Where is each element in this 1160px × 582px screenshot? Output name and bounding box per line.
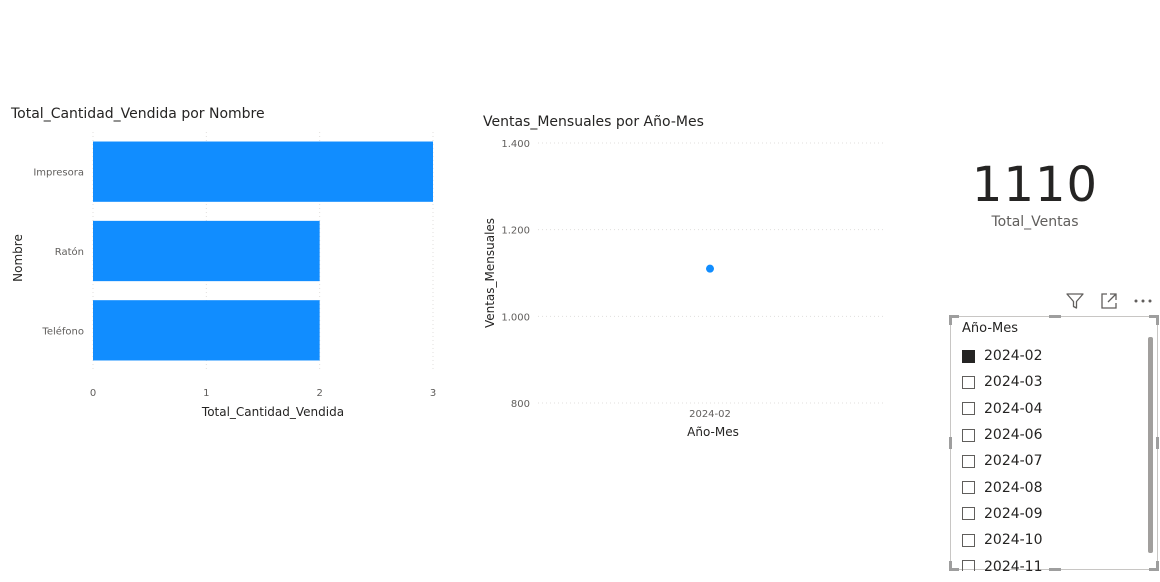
slicer-item[interactable]: 2024-04 bbox=[962, 396, 1142, 422]
slicer-item[interactable]: 2024-09 bbox=[962, 501, 1142, 527]
resize-handle-tr[interactable] bbox=[1149, 315, 1159, 318]
x-tick-label: 2024-02 bbox=[689, 409, 731, 420]
bar-chart-svg: 0 1 2 3 Impresora Ratón Teléfono Total_Cantidad… bbox=[11, 132, 436, 419]
y-tick-label: 1.200 bbox=[501, 226, 530, 237]
slicer-item-label: 2024-06 bbox=[984, 427, 1043, 444]
focus-mode-icon bbox=[1101, 293, 1117, 309]
slicer-checkbox[interactable] bbox=[962, 402, 975, 416]
slicer-item-label: 2024-09 bbox=[984, 505, 1043, 522]
resize-handle-br[interactable] bbox=[1149, 568, 1159, 571]
more-options-button[interactable] bbox=[1132, 290, 1154, 312]
bar bbox=[93, 220, 320, 282]
y-axis-title: Nombre bbox=[11, 234, 25, 282]
resize-handle-right[interactable] bbox=[1156, 437, 1159, 449]
resize-handle-bottom[interactable] bbox=[1049, 568, 1061, 571]
line-chart-title: Ventas_Mensuales por Año-Mes bbox=[483, 114, 704, 130]
slicer-item[interactable]: 2024-08 bbox=[962, 474, 1142, 500]
slicer-item-label: 2024-07 bbox=[984, 453, 1043, 470]
slicer-item-label: 2024-04 bbox=[984, 400, 1043, 417]
filter-icon bbox=[1066, 293, 1084, 309]
x-tick-label: 1 bbox=[203, 388, 209, 399]
slicer-item-label: 2024-08 bbox=[984, 479, 1043, 496]
y-tick-label: 1.000 bbox=[501, 312, 530, 323]
resize-handle-bl-v[interactable] bbox=[949, 561, 952, 571]
slicer-item[interactable]: 2024-07 bbox=[962, 448, 1142, 474]
slicer-header: Año-Mes bbox=[962, 321, 1019, 336]
y-axis-title: Ventas_Mensuales bbox=[483, 218, 497, 328]
focus-mode-button[interactable] bbox=[1098, 290, 1120, 312]
resize-handle-tl-v[interactable] bbox=[949, 315, 952, 325]
slicer-scrollbar[interactable] bbox=[1148, 337, 1153, 553]
slicer-list: 2024-02 2024-03 2024-04 2024-06 2024-07 2024-… bbox=[962, 343, 1142, 571]
resize-handle-br-v[interactable] bbox=[1156, 561, 1159, 571]
card-label: Total_Ventas bbox=[991, 214, 1079, 230]
ano-mes-slicer[interactable]: Año-Mes 2024-02 2024-03 2024-04 2024-06 2024… bbox=[949, 315, 1159, 571]
slicer-item[interactable]: 2024-03 bbox=[962, 369, 1142, 395]
slicer-item[interactable]: 2024-06 bbox=[962, 422, 1142, 448]
y-category-label: Teléfono bbox=[41, 325, 84, 337]
data-point bbox=[706, 264, 714, 273]
slicer-checkbox[interactable] bbox=[962, 507, 975, 521]
resize-handle-tr-v[interactable] bbox=[1156, 315, 1159, 325]
bar bbox=[93, 141, 433, 202]
card-value: 1110 bbox=[971, 157, 1099, 213]
bar bbox=[93, 300, 320, 361]
resize-handle-bl[interactable] bbox=[949, 568, 959, 571]
kpi-card[interactable]: 1110 Total_Ventas bbox=[960, 150, 1110, 240]
slicer-checkbox[interactable] bbox=[962, 454, 975, 468]
slicer-item-label: 2024-10 bbox=[984, 532, 1043, 549]
slicer-item-label: 2024-11 bbox=[984, 558, 1043, 571]
x-axis-title: Año-Mes bbox=[687, 425, 739, 439]
bar-chart-visual[interactable]: Total_Cantidad_Vendida por Nombre 0 1 2 3 Im… bbox=[0, 100, 450, 430]
visual-header-toolbar bbox=[1062, 290, 1160, 314]
resize-handle-tl[interactable] bbox=[949, 315, 959, 318]
y-tick-label: 1.400 bbox=[501, 139, 530, 150]
resize-handle-top[interactable] bbox=[1049, 315, 1061, 318]
slicer-checkbox[interactable] bbox=[962, 533, 975, 547]
x-axis-title: Total_Cantidad_Vendida bbox=[201, 405, 344, 419]
slicer-item[interactable]: 2024-02 bbox=[962, 343, 1142, 369]
slicer-item-label: 2024-02 bbox=[984, 348, 1043, 365]
x-tick-label: 3 bbox=[430, 388, 436, 399]
bar-chart-title: Total_Cantidad_Vendida por Nombre bbox=[11, 106, 265, 122]
resize-handle-left[interactable] bbox=[949, 437, 952, 449]
slicer-item-label: 2024-03 bbox=[984, 374, 1043, 391]
slicer-checkbox[interactable] bbox=[962, 349, 975, 363]
filter-button[interactable] bbox=[1064, 290, 1086, 312]
more-options-icon bbox=[1134, 299, 1152, 303]
line-chart-svg: 800 1.000 1.200 1.400 2024-02 Año-Mes Ventas_M… bbox=[483, 139, 886, 439]
slicer-item[interactable]: 2024-10 bbox=[962, 527, 1142, 553]
x-tick-label: 2 bbox=[316, 388, 322, 399]
y-tick-label: 800 bbox=[511, 399, 530, 410]
x-tick-label: 0 bbox=[90, 388, 96, 399]
line-chart-visual[interactable]: Ventas_Mensuales por Año-Mes 800 1.000 1.2… bbox=[476, 108, 896, 448]
slicer-item[interactable]: 2024-11 bbox=[962, 553, 1142, 571]
slicer-checkbox[interactable] bbox=[962, 375, 975, 389]
slicer-checkbox[interactable] bbox=[962, 560, 975, 571]
y-category-label: Ratón bbox=[55, 246, 84, 258]
slicer-checkbox[interactable] bbox=[962, 428, 975, 442]
slicer-checkbox[interactable] bbox=[962, 481, 975, 495]
y-category-label: Impresora bbox=[33, 168, 84, 179]
